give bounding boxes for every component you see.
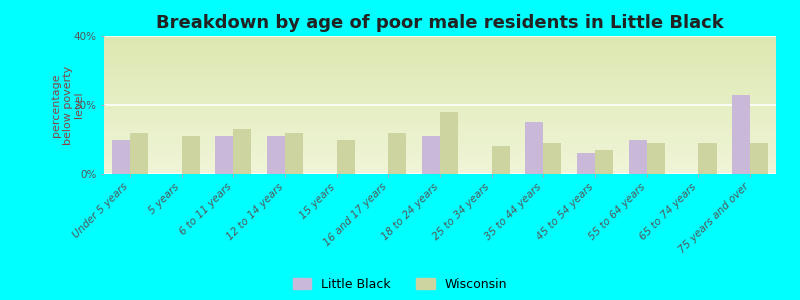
Bar <box>182 136 200 174</box>
Bar <box>543 143 562 174</box>
Bar <box>285 133 303 174</box>
Bar <box>629 140 646 174</box>
Bar <box>267 136 285 174</box>
Bar <box>422 136 440 174</box>
Bar <box>337 140 354 174</box>
Bar <box>215 136 234 174</box>
Bar <box>526 122 543 174</box>
Legend: Little Black, Wisconsin: Little Black, Wisconsin <box>293 278 507 291</box>
Bar <box>595 150 613 174</box>
Bar <box>130 133 148 174</box>
Bar <box>732 94 750 174</box>
Bar <box>577 153 595 174</box>
Bar <box>112 140 130 174</box>
Bar <box>646 143 665 174</box>
Bar <box>492 146 510 174</box>
Bar <box>234 129 251 174</box>
Bar <box>388 133 406 174</box>
Title: Breakdown by age of poor male residents in Little Black: Breakdown by age of poor male residents … <box>156 14 724 32</box>
Bar <box>698 143 717 174</box>
Bar <box>750 143 768 174</box>
Y-axis label: percentage
below poverty
level: percentage below poverty level <box>51 65 85 145</box>
Bar <box>440 112 458 174</box>
